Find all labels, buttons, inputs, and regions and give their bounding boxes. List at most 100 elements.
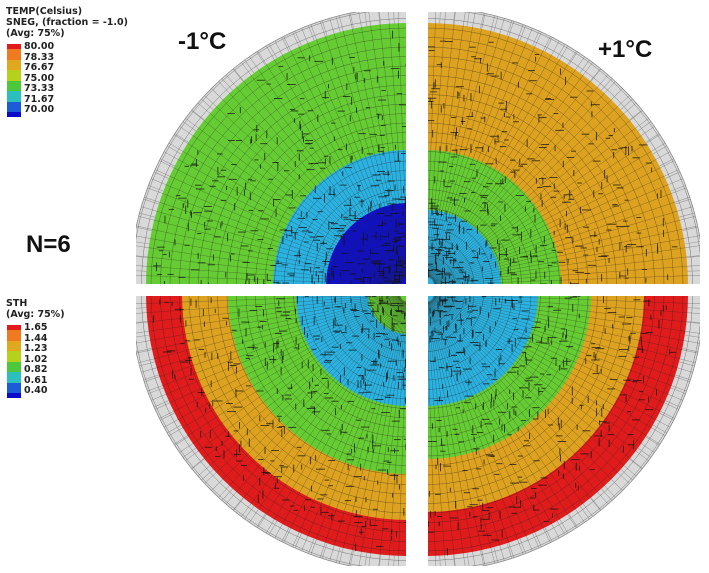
mesh-radial (428, 18, 505, 278)
mesh-radial (429, 40, 560, 279)
rim-segment (153, 171, 169, 179)
mesh-radial (432, 151, 671, 282)
rim-segment (321, 20, 328, 36)
contour-band (428, 210, 501, 284)
rim-segment (678, 361, 695, 367)
rim-segment (191, 109, 205, 121)
mesh-radial (144, 197, 401, 283)
mesh-radial (136, 296, 399, 344)
mesh-radial (428, 306, 466, 566)
mesh-radial (429, 45, 569, 279)
mesh-radial (433, 255, 700, 284)
legend-swatch (7, 393, 21, 398)
rim-segment (678, 212, 695, 218)
mesh-radial (233, 300, 404, 511)
mesh-radial (433, 245, 700, 284)
mesh-radial (358, 303, 406, 566)
rim-segment (568, 51, 578, 66)
rim-segment (601, 488, 613, 501)
rim-segment (349, 13, 354, 29)
mesh-radial (191, 298, 402, 469)
sth-tick-5: 0.82 (24, 364, 48, 375)
rim-segment (136, 348, 152, 353)
rim-segment (201, 98, 214, 110)
mesh-radial (398, 12, 406, 235)
rim-segment (232, 497, 244, 511)
mesh-radial (428, 310, 456, 566)
quadrant-sth-plus1 (428, 296, 700, 566)
mesh-radial (155, 169, 401, 282)
mesh-radial (432, 110, 643, 281)
mesh-radial (159, 160, 401, 282)
rim-segment (620, 98, 633, 110)
rim-segment (160, 158, 175, 167)
rim-segment (221, 488, 233, 501)
mesh-radial (168, 142, 402, 282)
mesh-radial (147, 187, 401, 283)
mesh-radial (225, 299, 403, 505)
rim-segment (686, 321, 700, 324)
legend-swatch (7, 340, 21, 351)
rim-segment (506, 20, 513, 36)
outline (475, 12, 700, 241)
case-label: N=6 (26, 231, 71, 258)
mesh-radial (431, 299, 630, 484)
rim-segment (519, 25, 526, 41)
rim-segment (167, 145, 182, 155)
outline (136, 349, 353, 566)
mesh-radial (430, 300, 593, 517)
mesh-radial (339, 301, 406, 564)
rim-segment (579, 505, 590, 520)
rim-segment (682, 226, 698, 231)
legend-swatch (7, 112, 21, 117)
mesh-radial (136, 235, 401, 284)
rim-segment (136, 334, 150, 338)
rim-segment (244, 505, 255, 520)
temp-tick-4: 75.00 (24, 72, 55, 84)
temp-legend-title-1: TEMP(Celsius) (6, 6, 83, 17)
sth-tick-3: 1.23 (24, 343, 48, 354)
rim-segment (682, 348, 698, 353)
mesh-radial (136, 296, 383, 314)
rim-segment (480, 550, 485, 566)
rim-segment (601, 78, 613, 91)
legend-swatch (7, 80, 21, 91)
rim-segment (136, 321, 148, 323)
mesh-radial (431, 88, 623, 280)
mesh-radial (434, 296, 698, 354)
mesh-radial (151, 296, 401, 401)
mesh-radial (430, 56, 585, 279)
rim-segment (364, 552, 368, 566)
rim-segment (136, 226, 152, 231)
legend-swatch (7, 351, 21, 362)
rim-segment (519, 538, 526, 554)
rim-segment (466, 552, 470, 566)
legend-swatch (7, 70, 21, 81)
rim-segment (136, 241, 150, 245)
legend-swatch (7, 59, 21, 70)
rim-segment (637, 447, 652, 458)
legend-swatch (7, 49, 21, 60)
rim-segment (256, 513, 266, 528)
mesh-radial (147, 296, 401, 392)
mesh-radial (429, 300, 569, 534)
mesh-radial (428, 12, 446, 260)
rim-segment (349, 550, 354, 566)
rim-segment (659, 412, 674, 421)
mesh-radial (265, 300, 405, 534)
mesh-radial (257, 51, 404, 279)
mesh-radial (249, 56, 404, 279)
sth-tick-2: 1.44 (24, 332, 48, 344)
rim-segment (675, 374, 691, 381)
mesh-radial (320, 21, 406, 278)
mesh-radial (168, 297, 402, 437)
mesh-radial (283, 36, 405, 278)
mesh-radial (301, 301, 406, 551)
mesh-radial (428, 15, 495, 278)
sth-legend-title-1: STH (6, 298, 28, 309)
mesh-radial (428, 319, 446, 566)
rim-segment (221, 78, 233, 91)
rim-segment (611, 479, 623, 491)
rim-segment (453, 12, 455, 25)
mesh-radial (197, 102, 403, 280)
